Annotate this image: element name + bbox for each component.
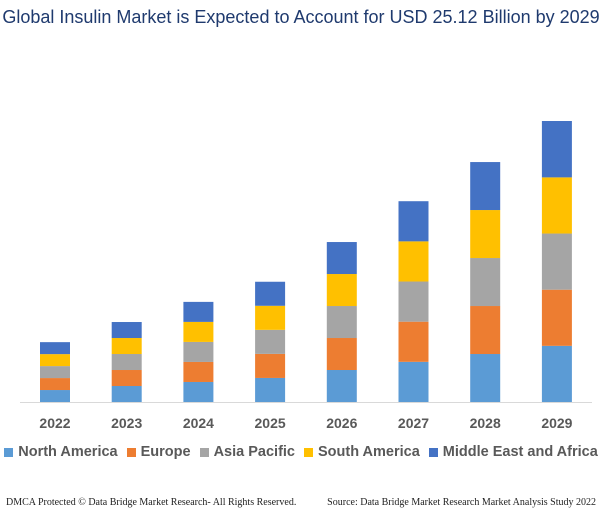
bar-segment-2022-0 bbox=[40, 390, 70, 402]
bar-segment-2028-0 bbox=[470, 354, 501, 402]
bar-segment-2023-1 bbox=[111, 370, 142, 387]
bar-segment-2029-3 bbox=[541, 177, 572, 234]
bar-segment-2029-2 bbox=[541, 233, 572, 290]
bar-segment-2022-1 bbox=[40, 378, 70, 391]
bar-segment-2025-0 bbox=[255, 377, 286, 402]
legend-swatch bbox=[126, 447, 136, 457]
x-tick-label: 2028 bbox=[470, 415, 501, 431]
bar-segment-2023-4 bbox=[111, 322, 142, 339]
bar-segment-2026-2 bbox=[326, 306, 357, 339]
legend-item: North America bbox=[4, 444, 118, 460]
bar-segment-2027-0 bbox=[398, 361, 429, 402]
bar-segment-2029-0 bbox=[541, 345, 572, 402]
bar-segment-2026-0 bbox=[326, 370, 357, 402]
bar-segment-2023-3 bbox=[111, 338, 142, 355]
legend-swatch bbox=[4, 447, 14, 457]
legend: North America Europe Asia Pacific South Ame… bbox=[0, 444, 602, 460]
legend-label: Asia Pacific bbox=[213, 444, 295, 460]
legend-label: South America bbox=[318, 444, 420, 460]
bar-segment-2029-4 bbox=[541, 121, 572, 178]
legend-item: Asia Pacific bbox=[199, 444, 295, 460]
legend-label: North America bbox=[18, 444, 118, 460]
legend-swatch bbox=[199, 447, 209, 457]
legend-item: Middle East and Africa bbox=[428, 444, 598, 460]
bar-segment-2026-4 bbox=[326, 242, 357, 275]
x-tick-label: 2029 bbox=[541, 415, 572, 431]
bar-segment-2028-3 bbox=[470, 210, 501, 259]
bar-segment-2027-1 bbox=[398, 321, 429, 362]
bar-segment-2024-2 bbox=[183, 341, 214, 362]
bar-segment-2024-3 bbox=[183, 321, 214, 342]
bar-segment-2023-2 bbox=[111, 354, 142, 371]
legend-label: Europe bbox=[140, 444, 191, 460]
legend-swatch bbox=[428, 447, 438, 457]
legend-label: Middle East and Africa bbox=[442, 444, 598, 460]
bar-segment-2025-1 bbox=[255, 353, 286, 378]
bar-segment-2025-3 bbox=[255, 305, 286, 330]
legend-swatch bbox=[304, 447, 313, 457]
bar-segment-2022-4 bbox=[40, 342, 70, 355]
x-tick-label: 2023 bbox=[111, 415, 142, 431]
bar-segment-2022-2 bbox=[40, 366, 70, 379]
bar-segment-2028-2 bbox=[470, 258, 501, 307]
bar-segment-2024-1 bbox=[183, 361, 214, 382]
bar-segment-2027-2 bbox=[398, 281, 429, 322]
bar-segment-2023-0 bbox=[111, 386, 142, 402]
footer-copyright: DMCA Protected © Data Bridge Market Rese… bbox=[6, 497, 297, 508]
footer-source: Source: Data Bridge Market Research Mark… bbox=[327, 497, 596, 508]
bar-segment-2029-1 bbox=[541, 289, 572, 346]
bar-segment-2026-1 bbox=[326, 338, 357, 371]
legend-item: Europe bbox=[126, 444, 191, 460]
bar-segment-2028-4 bbox=[470, 162, 501, 211]
bar-segment-2024-4 bbox=[183, 301, 214, 322]
bar-segment-2026-3 bbox=[326, 274, 357, 307]
bar-segment-2028-1 bbox=[470, 306, 501, 355]
x-tick-label: 2024 bbox=[183, 415, 214, 431]
chart-title: Global Insulin Market is Expected to Acc… bbox=[2, 7, 600, 27]
bar-segment-2027-4 bbox=[398, 201, 429, 242]
legend-item: South America bbox=[304, 444, 420, 460]
x-tick-label: 2025 bbox=[255, 415, 286, 431]
x-tick-label: 2027 bbox=[398, 415, 429, 431]
x-tick-label: 2026 bbox=[326, 415, 357, 431]
bar-segment-2024-0 bbox=[183, 381, 214, 402]
bar-segment-2025-4 bbox=[255, 281, 286, 306]
bar-chart: 2022 2023 2024 2025 2026 2027 2028 2029 bbox=[20, 121, 592, 431]
x-tick-label: 2022 bbox=[39, 415, 70, 431]
bar-segment-2025-2 bbox=[255, 329, 286, 354]
bar-segment-2022-3 bbox=[40, 354, 70, 367]
bar-segment-2027-3 bbox=[398, 241, 429, 282]
